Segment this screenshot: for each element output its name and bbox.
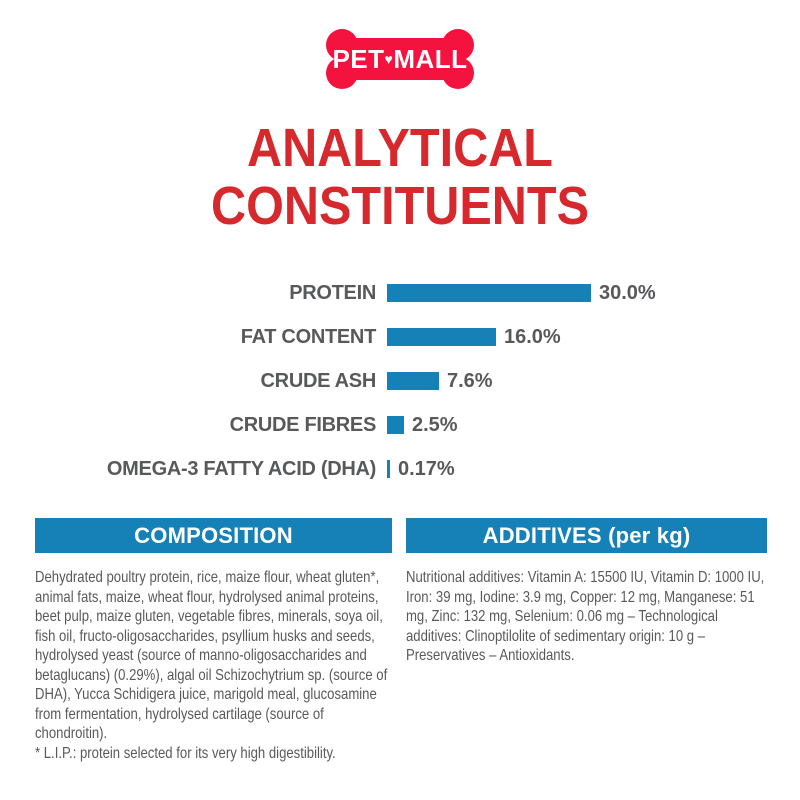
bone-logo-icon: PET♥MALL — [326, 29, 474, 89]
chart-row-fat-content: FAT CONTENT 16.0% — [35, 326, 765, 348]
chart-bar — [387, 284, 591, 302]
chart-bar — [387, 460, 390, 478]
page-title-line2: CONSTITUENTS — [210, 176, 589, 236]
chart-category-label: FAT CONTENT — [240, 326, 377, 348]
chart-category-label: CRUDE FIBRES — [229, 414, 377, 436]
analytical-constituents-chart: PROTEIN 30.0% FAT CONTENT 16.0% CRUDE AS… — [35, 282, 765, 480]
chart-row-crude-fibres: CRUDE FIBRES 2.5% — [35, 414, 765, 436]
additives-body: Nutritional additives: Vitamin A: 15500 … — [406, 569, 765, 664]
brand-logo-text: PET♥MALL — [332, 44, 467, 74]
heart-icon: ♥ — [385, 51, 394, 67]
chart-value-label: 7.6% — [447, 370, 493, 392]
chart-category-label: CRUDE ASH — [260, 370, 377, 392]
composition-footnote: * L.I.P.: protein selected for its very … — [35, 744, 336, 762]
chart-row-omega3: OMEGA-3 FATTY ACID (DHA) 0.17% — [35, 458, 765, 480]
chart-row-protein: PROTEIN 30.0% — [35, 282, 765, 304]
chart-bar — [387, 328, 496, 346]
chart-value-label: 0.17% — [398, 458, 455, 480]
chart-bar — [387, 416, 404, 434]
composition-text: Dehydrated poultry protein, rice, maize … — [35, 568, 396, 763]
additives-text: Nutritional additives: Vitamin A: 15500 … — [406, 568, 767, 666]
composition-body: Dehydrated poultry protein, rice, maize … — [35, 569, 388, 742]
chart-value-label: 16.0% — [504, 326, 561, 348]
page-title-line1: ANALYTICAL — [246, 118, 553, 178]
brand-logo: PET♥MALL — [325, 27, 475, 91]
chart-category-label: OMEGA-3 FATTY ACID (DHA) — [106, 458, 376, 480]
chart-value-label: 30.0% — [599, 282, 656, 304]
chart-bar — [387, 372, 439, 390]
additives-section-header: ADDITIVES (per kg) — [406, 518, 767, 553]
page-title: ANALYTICAL CONSTITUENTS — [40, 119, 760, 235]
chart-category-label: PROTEIN — [289, 282, 376, 304]
composition-section-header: COMPOSITION — [35, 518, 392, 553]
chart-row-crude-ash: CRUDE ASH 7.6% — [35, 370, 765, 392]
chart-value-label: 2.5% — [412, 414, 458, 436]
